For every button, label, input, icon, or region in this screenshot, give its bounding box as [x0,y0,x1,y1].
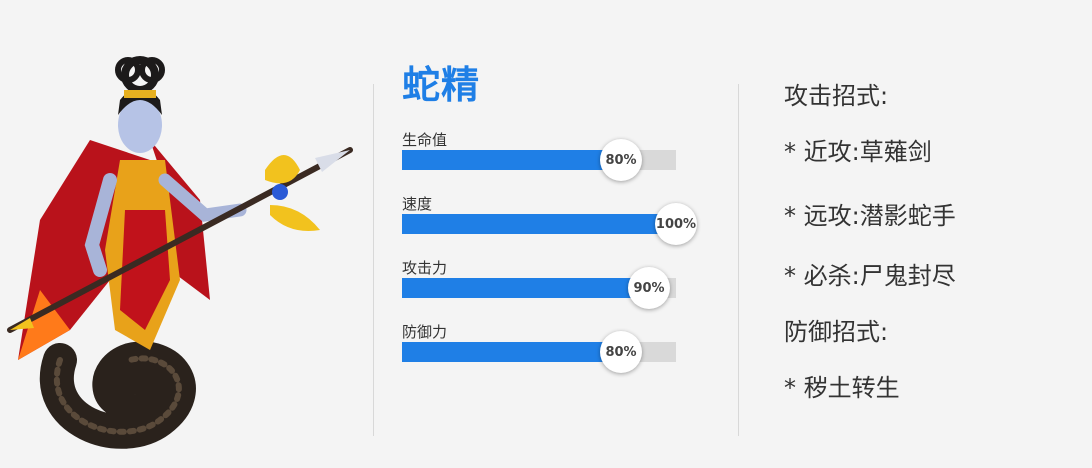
stats-panel: 蛇精 生命值 80% 速度 100% 攻击力 90 [402,60,697,386]
skill-item-defense: * 秽土转生 [784,374,900,402]
stat-bar-fill [402,214,676,234]
column-divider-right [738,84,739,436]
stat-bar-fill [402,278,649,298]
stat-bar-track: 80% [402,331,676,373]
stat-bar-track: 100% [402,203,697,245]
stat-value-badge: 90% [628,267,670,309]
stat-list: 生命值 80% 速度 100% 攻击力 90% [402,130,697,386]
stat-value-badge: 100% [655,203,697,245]
defense-moves-heading: 防御招式: [784,318,889,346]
stat-label: 攻击力 [402,259,448,277]
skill-item-melee: * 近攻:草薙剑 [784,138,932,166]
character-portrait [7,56,353,449]
column-divider-left [373,84,374,436]
stat-label: 生命值 [402,131,448,149]
stat-attack: 攻击力 90% [402,258,692,322]
stat-bar-fill [402,150,621,170]
stat-label: 速度 [402,195,433,213]
stat-defense: 防御力 80% [402,322,692,386]
stat-bar-fill [402,342,621,362]
stat-hp: 生命值 80% [402,130,692,194]
stat-speed: 速度 100% [402,194,697,258]
stat-value-badge: 80% [600,139,642,181]
stat-value-badge: 80% [600,331,642,373]
skills-panel: 攻击招式: * 近攻:草薙剑 * 远攻:潜影蛇手 * 必杀:尸鬼封尽 防御招式:… [784,70,1084,422]
stat-label: 防御力 [402,323,448,341]
stat-bar-track: 80% [402,139,676,181]
skill-item-ranged: * 远攻:潜影蛇手 [784,202,956,230]
attack-moves-heading: 攻击招式: [784,82,889,110]
skill-item-ultimate: * 必杀:尸鬼封尽 [784,262,956,290]
hero-name: 蛇精 [402,63,481,107]
stat-bar-track: 90% [402,267,676,309]
